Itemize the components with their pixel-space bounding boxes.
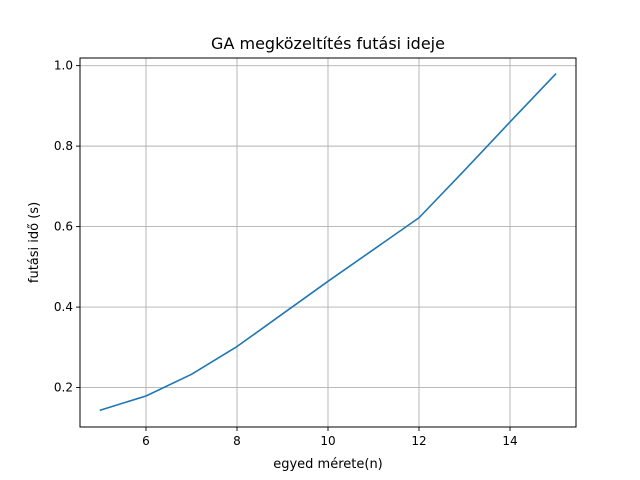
series-layer: [99, 72, 557, 412]
y-tick-label: 0.6: [54, 220, 73, 234]
y-axis-label: futási idő (s): [27, 202, 42, 283]
x-tick-label: 14: [502, 434, 517, 448]
y-tick-label: 0.4: [54, 300, 73, 314]
grid: [80, 58, 576, 427]
y-tick-label: 0.2: [54, 381, 73, 395]
x-axis-label: egyed mérete(n): [273, 457, 383, 472]
x-tick-label: 12: [411, 434, 426, 448]
x-tick-label: 10: [320, 434, 335, 448]
x-tick-label: 8: [233, 434, 241, 448]
chart-title: GA megközeltítés futási ideje: [211, 34, 445, 53]
ticks: 6 8 10 12 14 0.2 0.4 0.6 0.8 1.0: [54, 59, 518, 448]
series-line: [99, 72, 557, 412]
y-tick-label: 1.0: [54, 59, 73, 73]
x-tick-label: 6: [142, 434, 150, 448]
y-tick-label: 0.8: [54, 139, 73, 153]
